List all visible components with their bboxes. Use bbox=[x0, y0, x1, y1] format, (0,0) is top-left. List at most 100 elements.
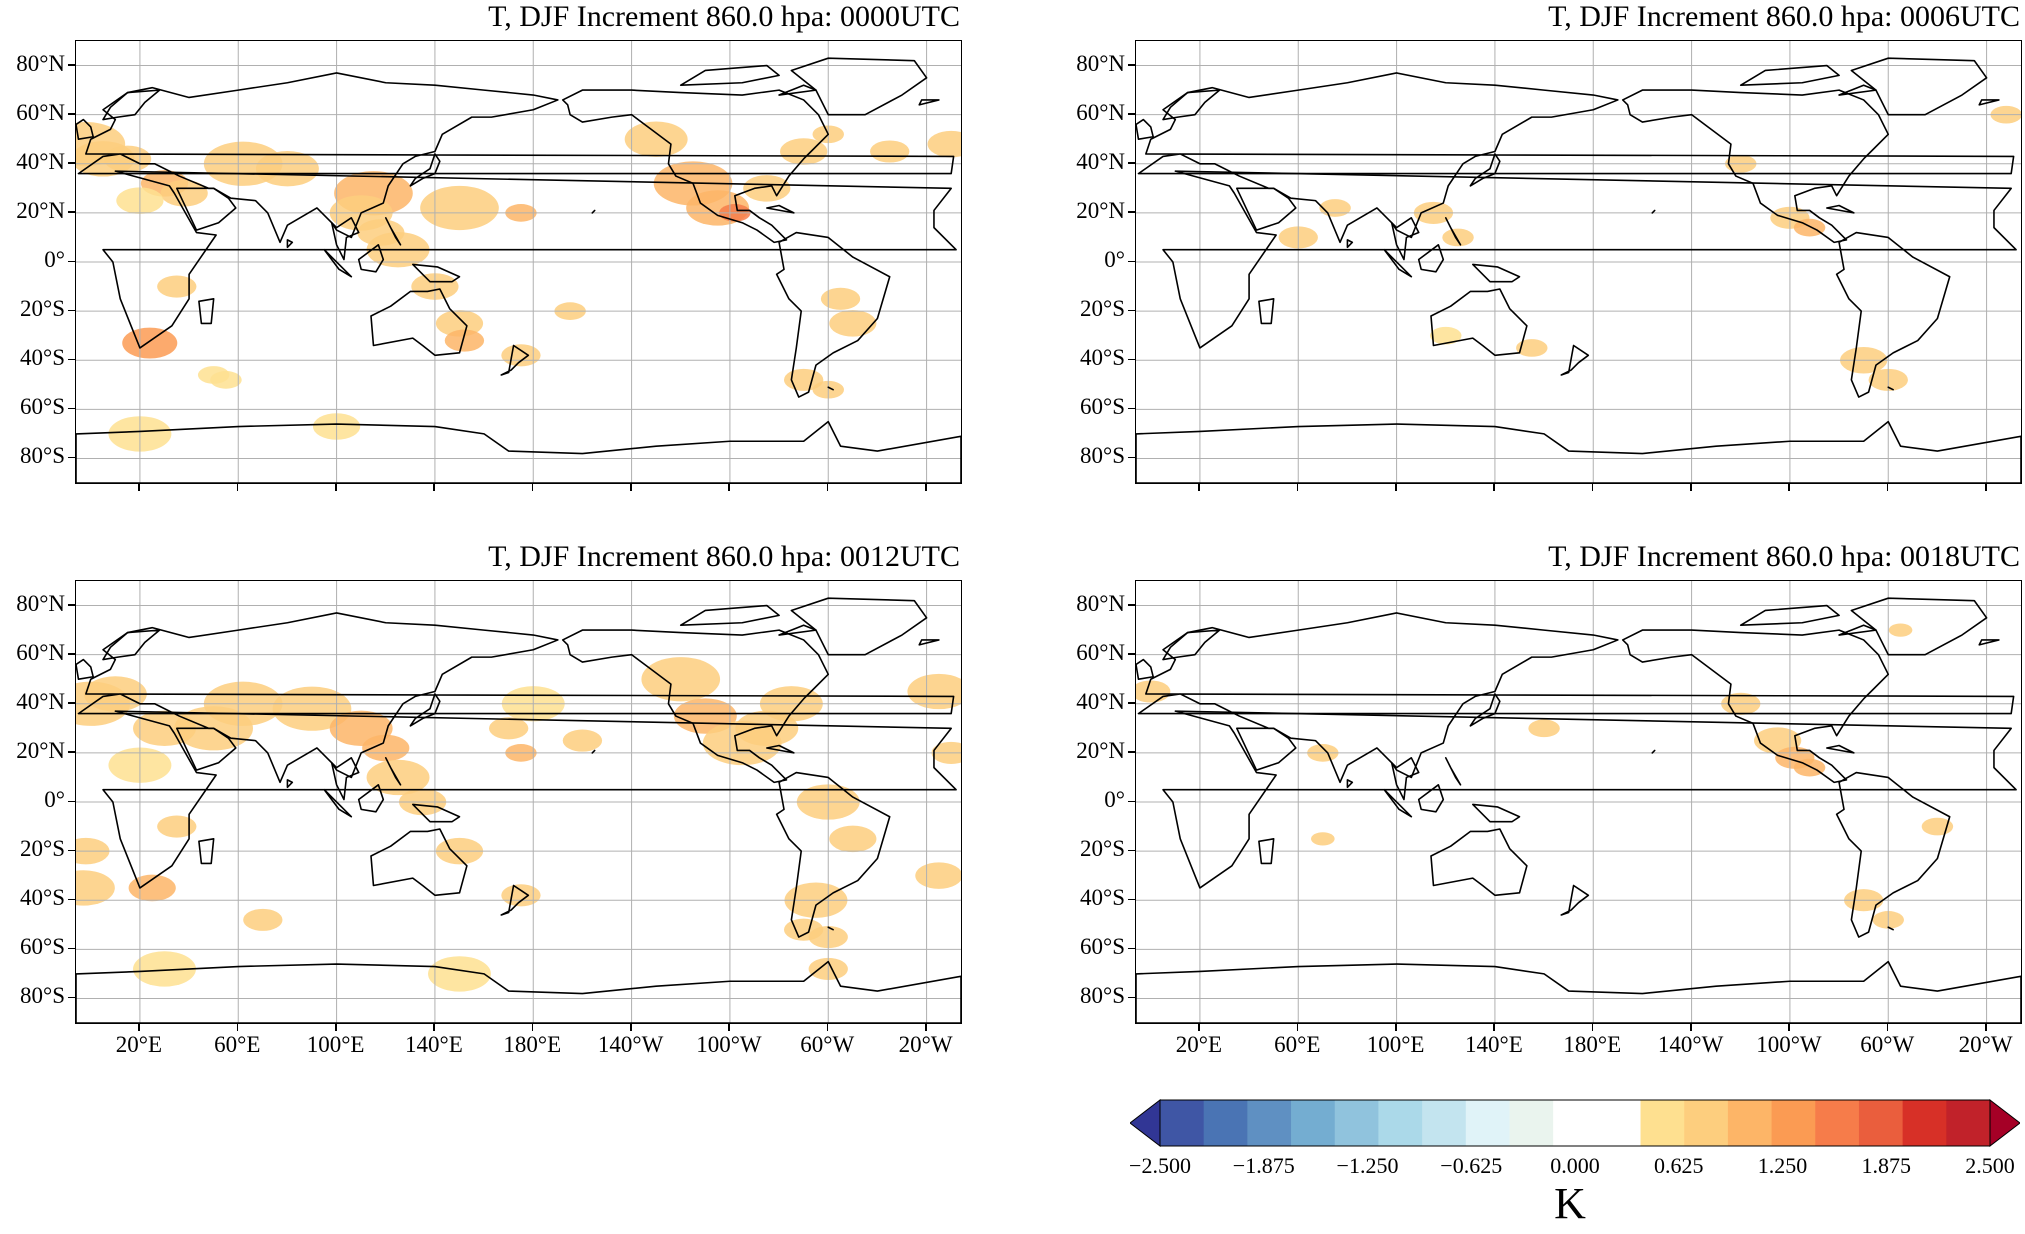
lon-tick bbox=[1395, 1024, 1397, 1031]
lon-tick bbox=[236, 1024, 239, 1031]
coastline bbox=[1825, 204, 1855, 214]
coastline bbox=[411, 803, 461, 823]
lon-label: 140°E bbox=[405, 1032, 463, 1057]
lat-tick bbox=[68, 751, 75, 753]
lon-tick bbox=[1591, 484, 1594, 491]
lon-label: 180°E bbox=[1563, 1032, 1622, 1057]
increment-blob bbox=[915, 862, 961, 889]
coastline bbox=[1258, 298, 1275, 325]
lat-label: 40°N bbox=[1076, 148, 1125, 174]
colorbar-extend-max bbox=[1989, 1098, 2021, 1148]
lat-label: 20°S bbox=[20, 836, 65, 862]
coastline bbox=[76, 658, 95, 681]
coastline bbox=[679, 64, 780, 87]
lon-tick bbox=[1591, 1024, 1594, 1031]
coastline bbox=[500, 884, 530, 916]
coastline bbox=[1825, 744, 1855, 754]
coastline bbox=[1137, 72, 2015, 244]
coastline bbox=[827, 386, 834, 391]
coastline bbox=[1136, 960, 2021, 1023]
lat-label: 80°N bbox=[16, 50, 65, 76]
lat-label: 80°S bbox=[1080, 983, 1125, 1009]
coastline bbox=[1390, 217, 1420, 261]
increment-blob bbox=[501, 344, 541, 367]
increment-blob bbox=[1888, 623, 1913, 637]
coastline bbox=[1471, 263, 1521, 283]
increment-blob bbox=[780, 138, 828, 165]
lon-tick bbox=[728, 1024, 730, 1031]
lon-label: 100°E bbox=[1366, 1032, 1425, 1057]
coastline bbox=[1444, 217, 1462, 246]
lat-tick bbox=[1128, 456, 1135, 459]
coastline bbox=[1137, 612, 2015, 784]
lon-tick bbox=[826, 484, 829, 491]
lat-label: 20°N bbox=[16, 737, 65, 763]
coastline bbox=[1430, 828, 1528, 897]
coastline bbox=[102, 629, 161, 661]
lon-tick bbox=[433, 1024, 435, 1031]
coastline bbox=[1162, 710, 2017, 889]
lat-tick bbox=[1128, 996, 1135, 999]
lat-tick bbox=[68, 996, 75, 999]
lon-label: 60°W bbox=[1860, 1032, 1915, 1057]
map-panel-0018 bbox=[1135, 580, 2022, 1024]
coastline bbox=[1978, 639, 2000, 646]
lon-tick bbox=[630, 1024, 632, 1031]
lon-tick bbox=[1788, 484, 1790, 491]
colorbar-segment bbox=[1509, 1100, 1554, 1146]
increment-blob bbox=[870, 140, 910, 163]
lat-tick bbox=[68, 260, 75, 262]
lat-label: 20°S bbox=[1080, 296, 1125, 322]
coastline bbox=[1346, 239, 1354, 249]
colorbar-segment bbox=[1553, 1100, 1598, 1146]
lat-label: 60°S bbox=[1080, 934, 1125, 960]
map-graphic bbox=[1136, 41, 2021, 483]
coastline bbox=[357, 244, 385, 273]
lat-tick bbox=[68, 653, 75, 655]
increment-blob bbox=[160, 179, 208, 207]
lat-label: 40°S bbox=[20, 345, 65, 371]
lon-tick bbox=[1198, 484, 1200, 491]
lat-tick bbox=[68, 702, 75, 704]
coastline bbox=[591, 209, 596, 214]
lat-tick bbox=[1128, 604, 1135, 606]
lat-tick bbox=[68, 407, 75, 410]
lat-label: 0° bbox=[44, 247, 65, 272]
coastline bbox=[102, 710, 957, 889]
increment-blob bbox=[243, 908, 283, 931]
lon-tick bbox=[1493, 1024, 1495, 1031]
coastline bbox=[561, 89, 830, 244]
coastline bbox=[198, 298, 215, 325]
increment-blob bbox=[255, 151, 319, 187]
coastline bbox=[102, 89, 161, 121]
increment-blob bbox=[133, 951, 196, 987]
lon-tick bbox=[728, 484, 730, 491]
colorbar-segment bbox=[1334, 1100, 1379, 1146]
increment-blob bbox=[444, 329, 485, 352]
lat-label: 80°S bbox=[1080, 443, 1125, 469]
coastline bbox=[561, 629, 830, 784]
lon-tick bbox=[433, 484, 435, 491]
colorbar-frame bbox=[1159, 1099, 1991, 1147]
coastline bbox=[1887, 386, 1894, 391]
increment-blob bbox=[743, 175, 791, 202]
colorbar-segment bbox=[1422, 1100, 1467, 1146]
lat-label: 40°S bbox=[20, 885, 65, 911]
lat-tick bbox=[1128, 260, 1135, 262]
colorbar-tick-label: −2.500 bbox=[1129, 1153, 1191, 1178]
lon-tick bbox=[1886, 484, 1889, 491]
panel-title: T, DJF Increment 860.0 hpa: 0006UTC bbox=[1548, 0, 2020, 33]
coastline bbox=[370, 828, 468, 897]
lon-label: 100°E bbox=[306, 1032, 365, 1057]
coastline bbox=[1417, 784, 1445, 813]
coastline bbox=[1383, 248, 1413, 278]
increment-blob bbox=[104, 145, 152, 173]
coastline bbox=[679, 604, 780, 627]
increment-blob bbox=[435, 310, 484, 337]
colorbar-segment bbox=[1378, 1100, 1423, 1146]
colorbar-unit-label: K bbox=[1554, 1179, 1586, 1228]
increment-blob bbox=[122, 327, 178, 359]
coastline bbox=[384, 757, 402, 786]
coastline bbox=[76, 118, 95, 141]
lon-tick bbox=[630, 484, 632, 491]
